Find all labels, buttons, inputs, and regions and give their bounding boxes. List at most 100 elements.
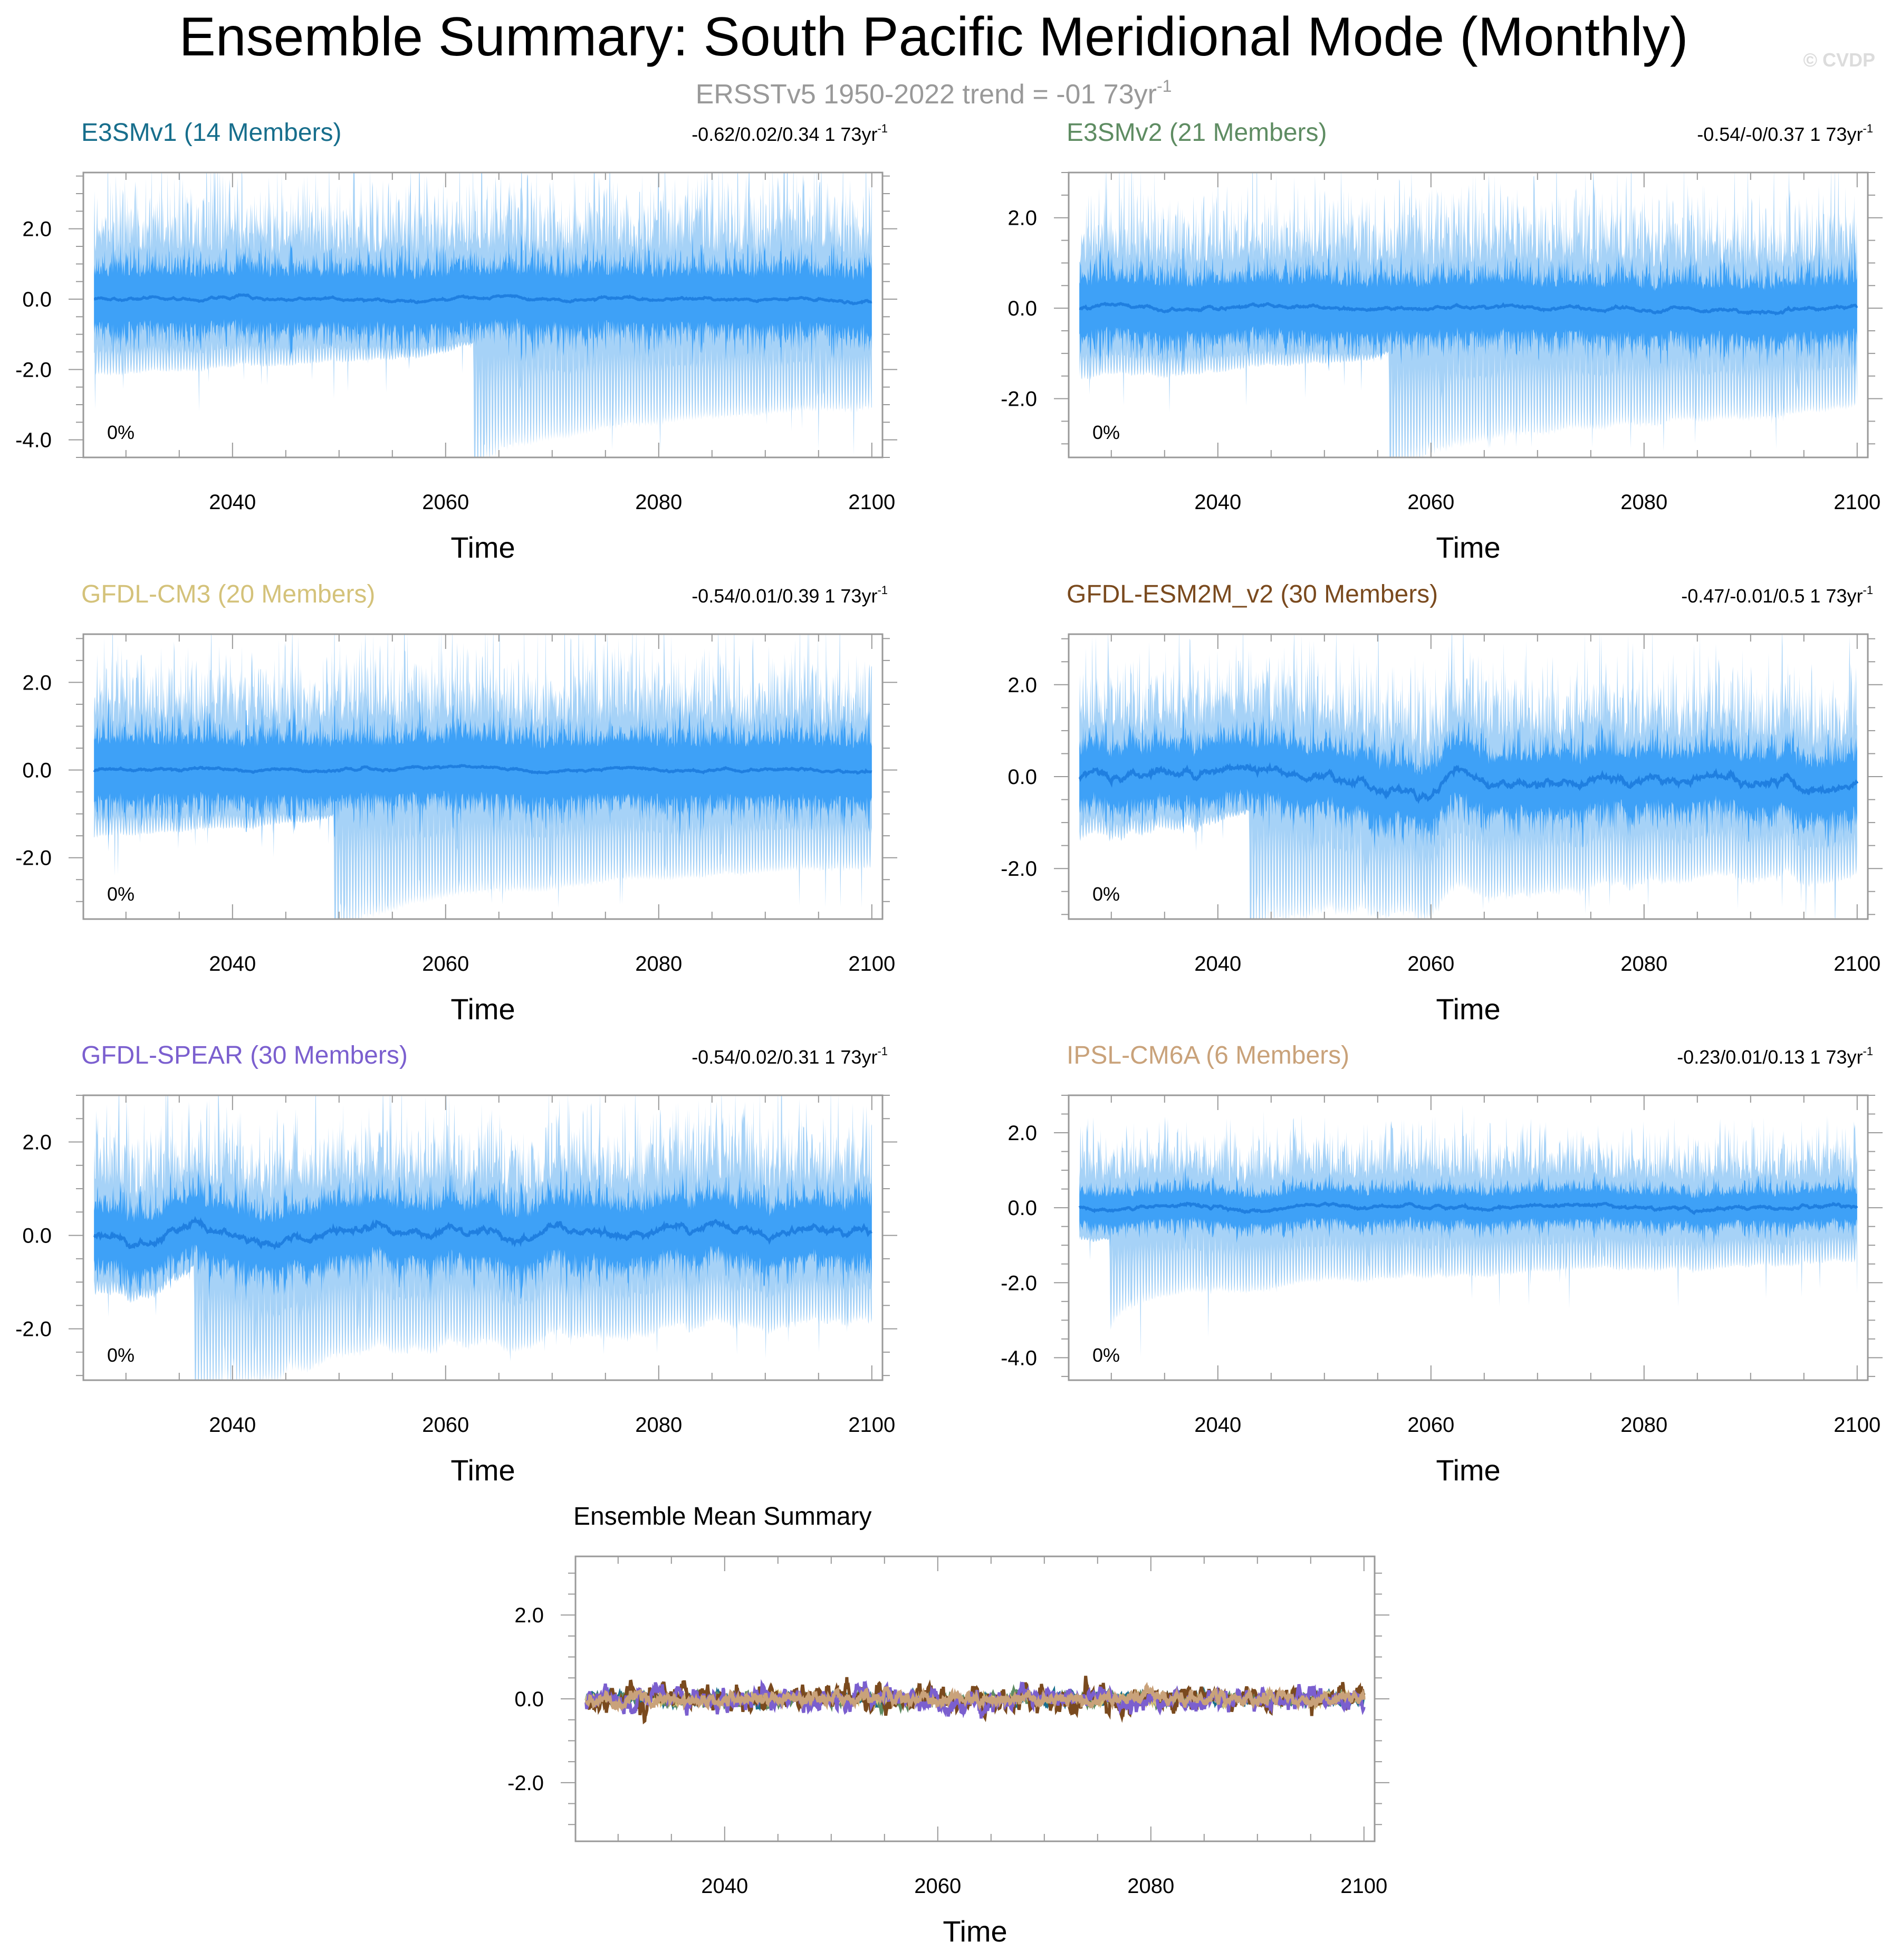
percent-label: 0% — [1092, 422, 1120, 443]
plot-area — [584, 1676, 1366, 1725]
y-tick-label: -4.0 — [15, 429, 52, 452]
panel-title: GFDL-SPEAR (30 Members) — [81, 1041, 408, 1069]
panel-ensemble-mean: Ensemble Mean Summary 2040 2060 2080 2100 2.0… — [507, 1503, 1389, 1948]
envelope-inner — [94, 231, 872, 370]
x-tick-label: 2060 — [1407, 491, 1454, 514]
x-tick-label: 2060 — [1407, 1413, 1454, 1437]
trend-label-main: -0.54/-0/0.37 1 73yr — [1697, 123, 1863, 145]
y-tick-label: 0.0 — [514, 1688, 544, 1711]
percent-label: 0% — [107, 1344, 135, 1366]
panel-title: Ensemble Mean Summary — [573, 1503, 872, 1531]
envelope-inner — [1079, 234, 1857, 376]
x-tick-label: 2040 — [1194, 491, 1241, 514]
trend-label-main: -0.23/0.01/0.13 1 73yr — [1677, 1046, 1863, 1068]
trend-label: -0.54/0.02/0.31 1 73yr-1 — [692, 1045, 888, 1068]
y-tick-label: 0.0 — [1007, 297, 1037, 320]
plot-frame — [1068, 171, 1869, 458]
y-tick-label: -4.0 — [1001, 1346, 1037, 1370]
trend-label: -0.23/0.01/0.13 1 73yr-1 — [1677, 1045, 1873, 1068]
x-tick-label: 2080 — [1620, 491, 1667, 514]
ensemble-mean-line — [93, 763, 872, 775]
plot-frame — [82, 1094, 884, 1381]
trend-label: -0.54/-0/0.37 1 73yr-1 — [1697, 122, 1873, 145]
figure-subtitle-main: ERSSTv5 1950-2022 trend = -01 73yr — [696, 79, 1157, 110]
panel-ipsl-cm6a: IPSL-CM6A (6 Members) -0.23/0.01/0.13 1 7… — [1001, 1041, 1883, 1487]
percent-label: 0% — [107, 883, 135, 905]
percent-label: 0% — [1092, 1344, 1120, 1366]
trend-label-main: -0.54/0.01/0.39 1 73yr — [692, 585, 877, 607]
x-tick-label: 2040 — [1194, 952, 1241, 976]
envelope-inner — [94, 1153, 872, 1316]
figure-subtitle: ERSSTv5 1950-2022 trend = -01 73yr-1 — [696, 77, 1172, 110]
x-tick-label: 2080 — [1620, 1413, 1667, 1437]
plot-area — [93, 1095, 872, 1380]
percent-label: 0% — [1092, 883, 1120, 905]
plot-area — [1078, 634, 1859, 919]
x-tick-label: 2060 — [422, 952, 469, 976]
y-tick-label: 2.0 — [22, 218, 52, 241]
ensemble-mean-line — [1078, 762, 1859, 804]
y-tick-label: -2.0 — [1001, 388, 1037, 411]
plot-area — [1078, 1105, 1858, 1357]
y-tick-label: -2.0 — [15, 1318, 52, 1341]
x-axis-label: Time — [943, 1915, 1007, 1948]
ensemble-mean-line — [1078, 1201, 1858, 1216]
figure-subtitle-sup: -1 — [1157, 77, 1172, 95]
panel-e3smv1: E3SMv1 (14 Members) -0.62/0.02/0.34 1 73y… — [15, 119, 897, 564]
trend-label-sup: -1 — [877, 1045, 888, 1058]
trend-label: -0.62/0.02/0.34 1 73yr-1 — [692, 122, 888, 145]
y-tick-label: -2.0 — [1001, 857, 1037, 881]
x-axis-label: Time — [450, 531, 515, 564]
y-tick-label: 2.0 — [514, 1604, 544, 1627]
y-tick-label: -2.0 — [507, 1772, 544, 1795]
trend-label-sup: -1 — [1863, 1045, 1873, 1058]
trend-label-main: -0.47/-0.01/0.5 1 73yr — [1681, 585, 1863, 607]
trend-label-sup: -1 — [1863, 122, 1873, 135]
x-axis-label: Time — [1436, 531, 1500, 564]
panel-title: E3SMv1 (14 Members) — [81, 119, 341, 147]
y-tick-label: 2.0 — [1007, 1122, 1037, 1145]
panel-gfdl-esm2m-v2: GFDL-ESM2M_v2 (30 Members) -0.47/-0.01/0.… — [1001, 580, 1883, 1026]
y-tick-label: -2.0 — [15, 847, 52, 870]
panel-title: IPSL-CM6A (6 Members) — [1067, 1041, 1349, 1069]
x-tick-label: 2040 — [209, 491, 256, 514]
panel-e3smv2: E3SMv2 (21 Members) -0.54/-0/0.37 1 73yr-… — [1001, 119, 1883, 564]
trend-label-sup: -1 — [877, 122, 888, 135]
panel-title: E3SMv2 (21 Members) — [1067, 119, 1327, 147]
percent-label: 0% — [107, 422, 135, 443]
trend-label: -0.54/0.01/0.39 1 73yr-1 — [692, 584, 888, 607]
x-tick-label: 2080 — [1127, 1875, 1174, 1898]
y-tick-label: 2.0 — [22, 671, 52, 694]
x-tick-label: 2100 — [1834, 491, 1880, 514]
trend-label: -0.47/-0.01/0.5 1 73yr-1 — [1681, 584, 1873, 607]
x-tick-label: 2060 — [422, 1413, 469, 1437]
panel-gfdl-spear: GFDL-SPEAR (30 Members) -0.54/0.02/0.31 1… — [15, 1041, 897, 1487]
y-tick-label: -2.0 — [15, 358, 52, 381]
x-tick-label: 2080 — [1620, 952, 1667, 976]
x-tick-label: 2100 — [848, 1413, 895, 1437]
y-tick-label: 0.0 — [22, 1225, 52, 1248]
y-tick-label: 0.0 — [22, 288, 52, 311]
x-tick-label: 2040 — [1194, 1413, 1241, 1437]
plot-frame — [82, 633, 884, 920]
y-tick-label: 0.0 — [22, 759, 52, 782]
trend-label-main: -0.62/0.02/0.34 1 73yr — [692, 123, 877, 145]
ensemble-mean-line — [93, 1216, 872, 1250]
envelope-outer — [1079, 1105, 1857, 1357]
x-tick-label: 2060 — [422, 491, 469, 514]
x-axis-label: Time — [1436, 992, 1500, 1026]
y-tick-label: 0.0 — [1007, 1197, 1037, 1220]
ensemble-mean-line — [93, 293, 872, 305]
trend-label-main: -0.54/0.02/0.31 1 73yr — [692, 1046, 877, 1068]
y-tick-label: 2.0 — [22, 1131, 52, 1154]
trend-label-sup: -1 — [1863, 584, 1873, 597]
x-tick-label: 2060 — [914, 1875, 961, 1898]
y-tick-label: -2.0 — [1001, 1271, 1037, 1295]
x-tick-label: 2100 — [1834, 952, 1880, 976]
panels-group: E3SMv1 (14 Members) -0.62/0.02/0.34 1 73y… — [15, 119, 1883, 1948]
panel-title: GFDL-CM3 (20 Members) — [81, 580, 375, 608]
x-tick-label: 2080 — [635, 952, 682, 976]
envelope-inner — [1079, 1164, 1857, 1247]
x-tick-label: 2100 — [1834, 1413, 1880, 1437]
